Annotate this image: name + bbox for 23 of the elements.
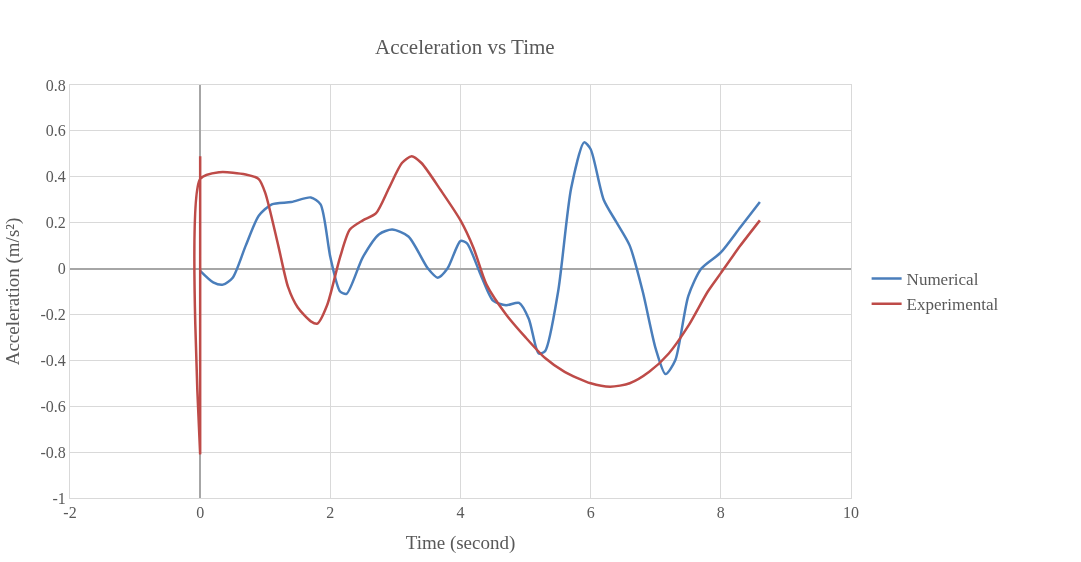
chart-title: Acceleration vs Time bbox=[375, 35, 555, 60]
y-tick-label: 0.8 bbox=[45, 76, 66, 94]
y-tick-label: -0.4 bbox=[40, 351, 66, 369]
y-tick-label: -0.2 bbox=[40, 306, 66, 324]
x-tick-label: 6 bbox=[586, 504, 595, 522]
y-tick-label: 0 bbox=[57, 260, 66, 278]
y-tick-label: 0.2 bbox=[45, 214, 66, 232]
legend-label: Experimental bbox=[906, 295, 999, 315]
y-tick-label: -0.6 bbox=[40, 397, 66, 415]
x-tick-label: 0 bbox=[196, 504, 205, 522]
y-tick-label: 0.4 bbox=[45, 168, 66, 186]
x-tick-label: -2 bbox=[63, 504, 77, 522]
line-series bbox=[198, 141, 762, 376]
x-axis-title: Time (second) bbox=[405, 532, 516, 554]
y-tick-label: -0.8 bbox=[40, 443, 66, 461]
x-tick-label: 8 bbox=[716, 504, 725, 522]
legend-label: Numerical bbox=[906, 270, 979, 290]
x-tick-label: 4 bbox=[456, 504, 465, 522]
x-tick-label: 10 bbox=[843, 504, 859, 522]
y-axis-title: Acceleration (m/s²) bbox=[2, 217, 25, 366]
y-tick-label: 0.6 bbox=[45, 122, 66, 140]
x-tick-label: 2 bbox=[326, 504, 335, 522]
y-tick-label: -1 bbox=[52, 489, 66, 507]
